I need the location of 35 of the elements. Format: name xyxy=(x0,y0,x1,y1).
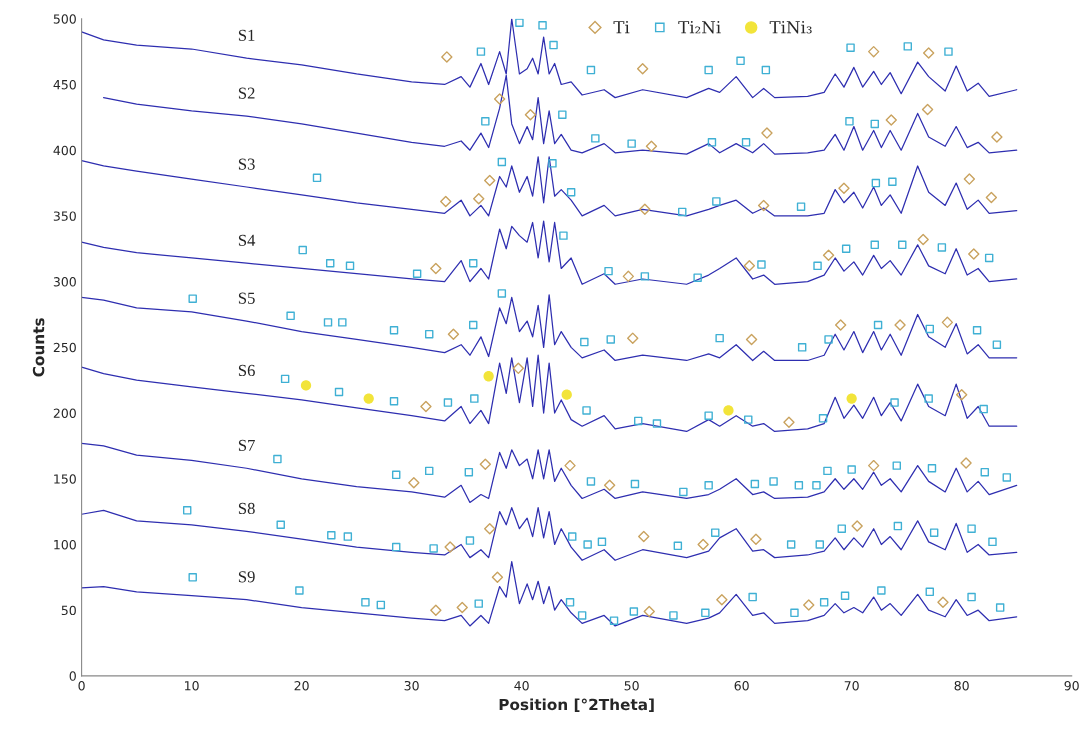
x-axis-title: Position [°2Theta] xyxy=(499,698,654,713)
series-label: S9 xyxy=(238,571,255,583)
y-tick-label: 150 xyxy=(54,474,76,484)
y-tick-label: 350 xyxy=(53,211,76,221)
y-tick-label: 400 xyxy=(53,145,76,156)
series-label: S8 xyxy=(238,502,255,515)
x-tick-label: 20 xyxy=(294,680,309,691)
x-tick-label: 50 xyxy=(624,680,639,691)
y-tick-label: 450 xyxy=(53,79,76,90)
y-axis-title: Counts xyxy=(32,318,45,377)
series-label: S3 xyxy=(238,158,255,170)
series-label: S5 xyxy=(238,292,255,304)
x-tick-label: 10 xyxy=(185,680,199,691)
legend-label: TiNi₃ xyxy=(769,21,812,34)
y-tick-label: 250 xyxy=(53,342,76,353)
y-tick-label: 300 xyxy=(53,277,76,287)
x-tick-label: 40 xyxy=(514,680,529,691)
series-label: S4 xyxy=(238,234,256,246)
x-tick-label: 30 xyxy=(404,680,419,691)
x-tick-label: 60 xyxy=(734,680,749,691)
x-tick-label: 0 xyxy=(78,680,85,691)
y-tick-label: 200 xyxy=(53,408,76,418)
x-tick-label: 90 xyxy=(1064,680,1079,691)
x-tick-label: 70 xyxy=(844,680,859,691)
y-tick-label: 100 xyxy=(54,539,76,550)
x-tick-label: 80 xyxy=(954,680,969,691)
y-tick-label: 0 xyxy=(69,671,76,681)
legend-label: Ti xyxy=(613,21,630,34)
y-tick-label: 50 xyxy=(61,605,76,616)
series-label: S1 xyxy=(238,29,255,41)
series-label: S2 xyxy=(238,87,255,99)
series-label: S6 xyxy=(238,364,255,377)
legend-label: Ti₂Ni xyxy=(678,21,721,34)
y-tick-label: 500 xyxy=(53,14,76,24)
series-label: S7 xyxy=(238,439,255,451)
